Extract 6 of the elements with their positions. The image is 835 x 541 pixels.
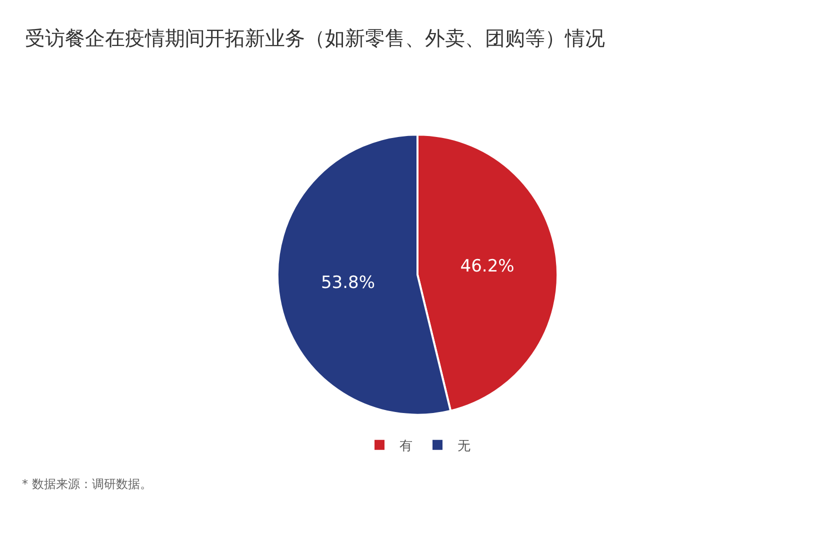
data-label: 53.8% — [320, 273, 375, 294]
chart-title: 受访餐企在疫情期间开拓新业务（如新零售、外卖、团购等）情况 — [25, 26, 606, 50]
data-label: 46.2% — [460, 256, 514, 276]
text: * 数据来源：调研数据。 — [22, 477, 152, 491]
legend-label: 无 — [458, 438, 470, 454]
legend-label: 有 — [400, 438, 412, 454]
